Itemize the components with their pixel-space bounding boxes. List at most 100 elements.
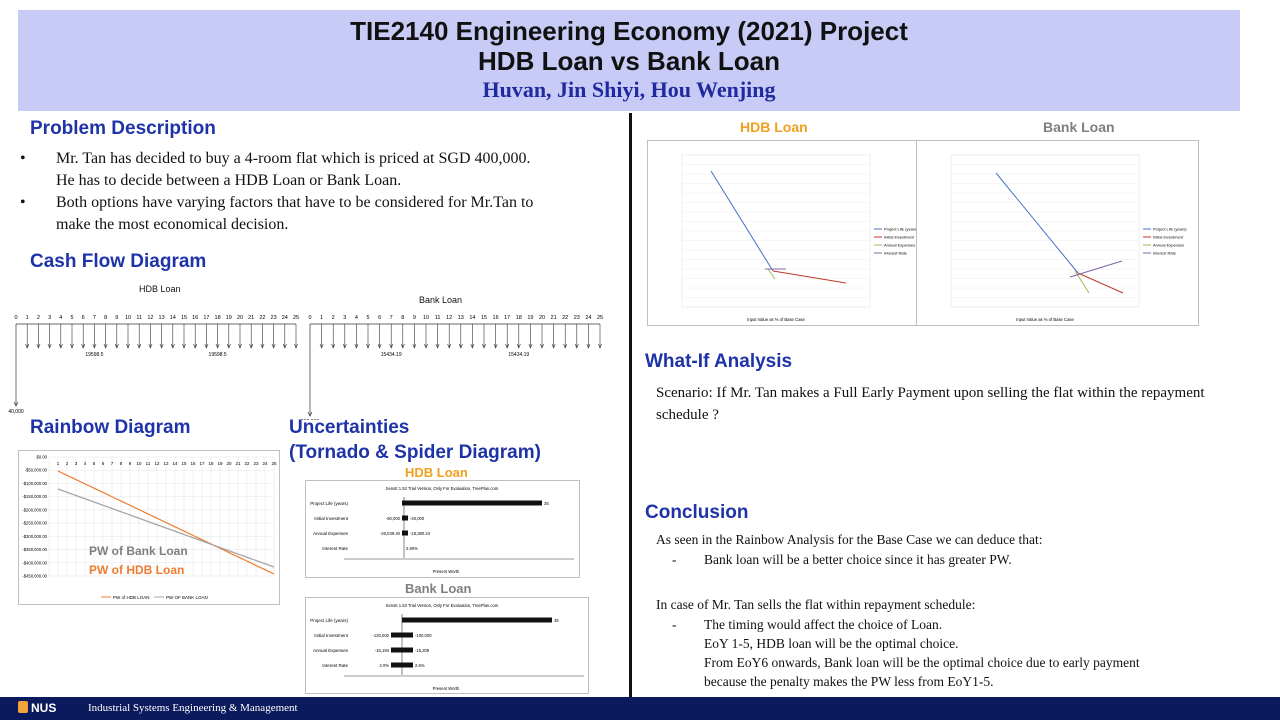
bank-cashflow-year-tick: 4 — [355, 315, 358, 321]
problem-bullet: • Both options have varying factors that … — [20, 194, 534, 233]
spider-line — [710, 170, 774, 272]
hdb-cashflow-year-tick: 0 — [14, 315, 17, 321]
tornado-row-label: Project Life (years) — [310, 501, 348, 506]
hdb-cashflow-year-tick: 12 — [147, 315, 153, 321]
rainbow-heading: Rainbow Diagram — [30, 417, 191, 438]
problem-bullet: • Mr. Tan has decided to buy a 4-room fla… — [20, 150, 531, 189]
hdb-cashflow-payment-label: 19598.5 — [85, 352, 103, 358]
rainbow-y-tick: $0.00 — [37, 455, 48, 460]
bank-cashflow-year-tick: 13 — [458, 315, 464, 321]
hdb-cashflow-year-tick: 5 — [70, 315, 73, 321]
poster-footer: NUS Industrial Systems Engineering & Man… — [0, 697, 1280, 720]
rainbow-x-tick: 25 — [271, 461, 277, 466]
hdb-cashflow-payment-arrowhead — [25, 343, 30, 349]
bank-cashflow-payment-arrowhead — [540, 343, 544, 349]
conclusion-case-intro: In case of Mr. Tan sells the flat within… — [656, 597, 976, 612]
poster-subtitle: HDB Loan vs Bank Loan — [478, 46, 780, 76]
hdb-cashflow-payment-arrowhead — [204, 343, 209, 349]
hdb-cashflow-year-tick: 18 — [215, 315, 221, 321]
nus-logo-text: NUS — [31, 701, 57, 715]
bank-cashflow-year-tick: 6 — [378, 315, 381, 321]
hdb-cashflow-payment-arrowhead — [271, 343, 276, 349]
bank-cashflow-payment-arrowhead — [400, 343, 405, 349]
hdb-cashflow-year-tick: 3 — [48, 315, 51, 321]
bank-cashflow-payment-arrowhead — [412, 343, 417, 349]
poster-authors: Huvan, Jin Shiyi, Hou Wenjing — [482, 77, 776, 102]
tornado-left-value: -20,039.40 — [380, 531, 401, 536]
rainbow-x-tick: 15 — [181, 461, 187, 466]
bank-cashflow-payment-arrowhead — [424, 343, 428, 349]
hdb-cashflow-year-tick: 22 — [259, 315, 265, 321]
hdb-cashflow-year-tick: 10 — [125, 315, 131, 321]
hdb-cashflow-year-tick: 1 — [26, 315, 29, 321]
tornado-right-value: -15,209 — [415, 648, 430, 653]
tornado-row-label: Interest Rate — [322, 546, 348, 551]
bank-cashflow-year-tick: 25 — [597, 315, 603, 321]
tornado-bank-label: Bank Loan — [405, 581, 472, 596]
bank-cashflow-payment-arrowhead — [447, 343, 452, 349]
bank-cashflow-payment-arrowhead — [482, 343, 486, 349]
rainbow-y-tick: -$250,000.00 — [22, 521, 47, 526]
tornado-right-value: -100,000 — [415, 633, 432, 638]
rainbow-x-tick: 2 — [66, 461, 69, 466]
rainbow-x-tick: 5 — [93, 461, 96, 466]
hdb-cashflow-year-tick: 9 — [115, 315, 118, 321]
rainbow-hdb-annotation: PW of HDB Loan — [89, 563, 184, 577]
spider-hdb-plot: Project Life (years) Initial Investment An… — [681, 154, 918, 322]
hdb-cashflow-year-tick: 13 — [159, 315, 165, 321]
tornado-trial-note: SensIt 1.53 Trial Version, Only For Eval… — [386, 486, 499, 491]
bank-cashflow-payment-arrowhead — [331, 343, 336, 349]
tornado-bar — [391, 647, 413, 653]
tornado-hdb-chart: SensIt 1.53 Trial Version, Only For Eval… — [305, 480, 580, 578]
bank-cashflow-year-tick: 20 — [539, 315, 545, 321]
rainbow-x-tick: 10 — [136, 461, 142, 466]
spider-x-title: Input Value as % of Base Case — [747, 317, 805, 322]
hdb-cashflow-payment-arrowhead — [238, 343, 242, 349]
rainbow-y-tick: -$100,000.00 — [22, 481, 47, 486]
conclusion-point1: Bank loan will be a better choice since … — [704, 552, 1012, 567]
rainbow-legend-hdb: PW of HDB LOAN — [113, 595, 150, 600]
tornado-left-value: -120,000 — [372, 633, 389, 638]
bank-cashflow-payment-arrowhead — [563, 343, 568, 349]
tornado-row-label: Project Life (years) — [310, 618, 348, 623]
rainbow-y-tick: -$50,000.00 — [25, 468, 48, 473]
bank-cashflow-year-tick: 15 — [481, 315, 487, 321]
bank-cashflow-year-tick: 12 — [446, 315, 452, 321]
hdb-cashflow-year-tick: 25 — [293, 315, 299, 321]
uncertainties-heading-line2: (Tornado & Spider Diagram) — [289, 442, 541, 463]
conclusion-point2-line: From EoY6 onwards, Bank loan will be the… — [704, 655, 1140, 670]
uncertainties-heading-line1: Uncertainties — [289, 417, 410, 438]
rainbow-x-tick: 23 — [253, 461, 259, 466]
spider-legend-label: Annual Expenses — [884, 243, 915, 248]
spider-legend-label: Project Life (years) — [884, 227, 916, 232]
cashflow-heading: Cash Flow Diagram — [30, 251, 207, 272]
tornado-hdb-plot: SensIt 1.53 Trial Version, Only For Eval… — [310, 486, 574, 574]
rainbow-x-tick: 7 — [111, 461, 114, 466]
hdb-cashflow-payment-arrowhead — [47, 343, 52, 349]
rainbow-x-tick: 9 — [129, 461, 132, 466]
problem-heading: Problem Description — [30, 118, 216, 139]
tornado-right-value: 35 — [554, 618, 559, 623]
hdb-cashflow-payment-arrowhead — [148, 343, 153, 349]
rainbow-x-tick: 22 — [244, 461, 250, 466]
bank-cashflow-year-tick: 0 — [308, 315, 311, 321]
spider-line — [1069, 260, 1123, 278]
tornado-right-value: -40,000 — [410, 516, 425, 521]
bank-cashflow-year-tick: 11 — [435, 315, 441, 321]
bank-cashflow-payment-arrowhead — [493, 343, 498, 349]
bank-cashflow-initial-label: 100,000 — [301, 419, 319, 420]
tornado-bank-plot: SensIt 1.53 Trial Version, Only For Eval… — [310, 603, 584, 691]
hdb-cashflow-payment-arrowhead — [159, 343, 164, 349]
spider-hdb-chart: Project Life (years) Initial Investment An… — [647, 140, 918, 326]
spider-bank-plot: Project Life (years) Initial Investment An… — [950, 154, 1187, 322]
bank-cashflow-year-tick: 22 — [562, 315, 568, 321]
bank-cashflow-payment-label: 15434.19 — [381, 352, 402, 358]
tornado-bar — [402, 617, 552, 623]
hdb-cashflow-payment-arrowhead — [103, 343, 108, 349]
hdb-cashflow-year-tick: 4 — [59, 315, 62, 321]
rainbow-bank-annotation: PW of Bank Loan — [89, 544, 188, 558]
rainbow-hdb-line — [57, 470, 275, 575]
whatif-heading: What-If Analysis — [645, 351, 793, 372]
conclusion-point2-line: because the penalty makes the PW less fr… — [704, 674, 994, 689]
spider-legend-label: Annual Expenses — [1153, 243, 1184, 248]
